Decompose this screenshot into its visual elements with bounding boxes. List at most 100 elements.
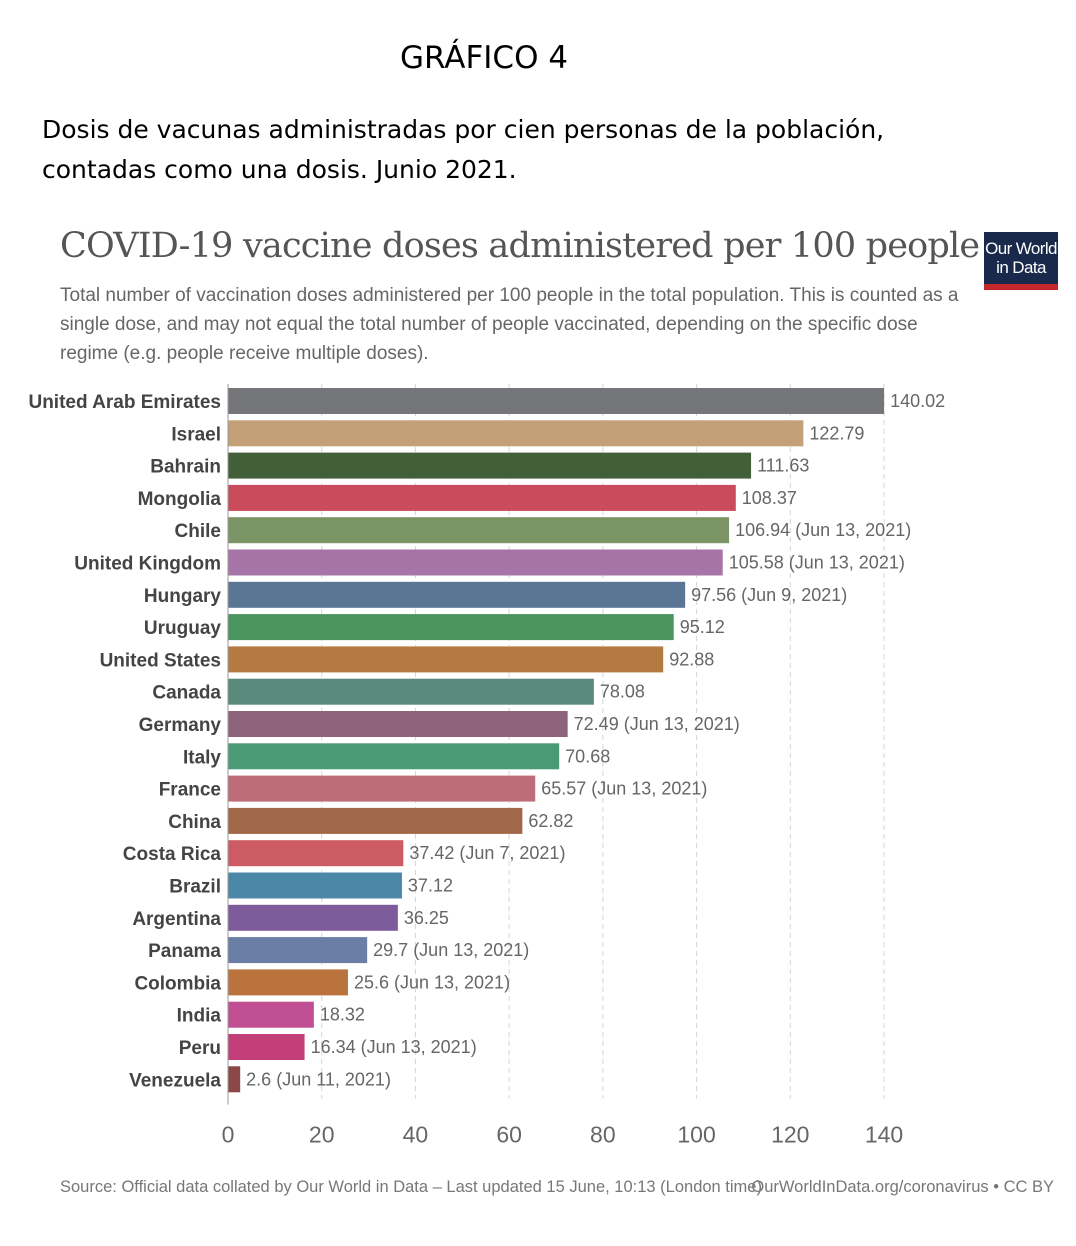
owid-logo[interactable]: Our World in Data <box>984 232 1058 290</box>
bar-row[interactable]: Canada 78.08 <box>152 678 645 705</box>
data-label: 78.08 <box>600 682 645 702</box>
bar-row[interactable]: France 65.57 (Jun 13, 2021) <box>159 775 708 802</box>
bar[interactable] <box>228 872 402 899</box>
bar[interactable] <box>228 904 398 931</box>
bar-row[interactable]: Uruguay 95.12 <box>144 614 725 641</box>
chart-subtitle: Total number of vaccination doses admini… <box>60 285 959 364</box>
bar-row[interactable]: Brazil 37.12 <box>169 872 453 899</box>
data-label: 62.82 <box>528 811 573 831</box>
data-label: 16.34 (Jun 13, 2021) <box>311 1037 477 1057</box>
data-label: 29.7 (Jun 13, 2021) <box>373 940 529 960</box>
bar[interactable] <box>228 646 664 673</box>
x-tick-label: 20 <box>309 1122 335 1148</box>
x-tick-label: 60 <box>496 1122 522 1148</box>
bar[interactable] <box>228 678 594 705</box>
bar-row[interactable]: India 18.32 <box>177 1001 365 1028</box>
description-line-1: Dosis de vacunas administradas por cien … <box>42 115 885 144</box>
category-label: Panama <box>148 941 221 962</box>
bar-row[interactable]: United Kingdom 105.58 (Jun 13, 2021) <box>74 549 905 576</box>
bar[interactable] <box>228 711 568 737</box>
data-label: 70.68 <box>565 746 610 766</box>
bar-row[interactable]: Italy 70.68 <box>183 743 610 770</box>
category-label: Argentina <box>132 909 221 930</box>
bar[interactable] <box>228 743 560 770</box>
bar-row[interactable]: Germany 72.49 (Jun 13, 2021) <box>139 711 740 737</box>
bar-row[interactable]: United States 92.88 <box>100 646 715 673</box>
bar[interactable] <box>228 484 736 511</box>
data-label: 122.79 <box>809 423 864 443</box>
data-label: 92.88 <box>669 649 714 669</box>
data-label: 97.56 (Jun 9, 2021) <box>691 585 847 605</box>
bar[interactable] <box>228 1001 314 1028</box>
page-title: GRÁFICO 4 <box>399 40 569 76</box>
data-label: 72.49 (Jun 13, 2021) <box>574 714 740 734</box>
bar[interactable] <box>228 388 885 414</box>
source-note: Source: Official data collated by Our Wo… <box>60 1178 762 1196</box>
bar[interactable] <box>228 807 523 834</box>
bar[interactable] <box>228 937 368 964</box>
category-label: United States <box>100 650 221 671</box>
bar-row[interactable]: Costa Rica 37.42 (Jun 7, 2021) <box>123 840 566 867</box>
category-label: China <box>168 812 221 833</box>
category-label: Canada <box>152 683 221 704</box>
bar[interactable] <box>228 614 674 641</box>
logo-line-1: Our World <box>985 239 1057 258</box>
category-label: Uruguay <box>144 618 222 639</box>
data-label: 95.12 <box>680 617 725 637</box>
description-line-2: contadas como una dosis. Junio 2021. <box>42 155 517 184</box>
data-label: 25.6 (Jun 13, 2021) <box>354 972 510 992</box>
bar-row[interactable]: Israel 122.79 <box>171 420 864 447</box>
bar-row[interactable]: Venezuela 2.6 (Jun 11, 2021) <box>129 1066 391 1093</box>
category-label: Chile <box>175 521 221 542</box>
bar[interactable] <box>228 1034 305 1060</box>
bar[interactable] <box>228 581 686 608</box>
category-label: Hungary <box>144 586 222 607</box>
category-label: India <box>177 1006 222 1027</box>
bar-row[interactable]: Bahrain 111.63 <box>150 452 809 479</box>
data-label: 108.37 <box>742 488 797 508</box>
category-label: Venezuela <box>129 1070 221 1091</box>
bar[interactable] <box>228 517 730 544</box>
category-label: Israel <box>171 424 221 445</box>
bar-row[interactable]: United Arab Emirates 140.02 <box>28 388 945 414</box>
bar-row[interactable]: Hungary 97.56 (Jun 9, 2021) <box>144 581 847 608</box>
bar[interactable] <box>228 549 723 576</box>
bar-row[interactable]: Mongolia 108.37 <box>138 484 797 511</box>
category-label: Italy <box>183 747 221 768</box>
data-label: 111.63 <box>757 456 809 476</box>
license-link[interactable]: OurWorldInData.org/coronavirus • CC BY <box>751 1178 1054 1196</box>
category-label: United Arab Emirates <box>28 392 221 413</box>
category-label: Peru <box>179 1038 221 1059</box>
bar[interactable] <box>228 840 404 867</box>
bar[interactable] <box>228 452 752 479</box>
data-label: 37.42 (Jun 7, 2021) <box>409 843 565 863</box>
category-label: Brazil <box>169 877 221 898</box>
bar[interactable] <box>228 420 804 447</box>
category-label: Costa Rica <box>123 844 222 865</box>
data-label: 65.57 (Jun 13, 2021) <box>541 779 707 799</box>
data-label: 140.02 <box>890 391 945 411</box>
bar-row[interactable]: Colombia 25.6 (Jun 13, 2021) <box>134 969 510 996</box>
category-label: Bahrain <box>150 457 221 478</box>
data-label: 36.25 <box>404 908 449 928</box>
logo-line-2: in Data <box>996 258 1046 277</box>
bar-row[interactable]: Argentina 36.25 <box>132 904 449 931</box>
bar-row[interactable]: Panama 29.7 (Jun 13, 2021) <box>148 937 529 964</box>
bar[interactable] <box>228 969 348 996</box>
category-label: France <box>159 780 221 801</box>
chart-title: COVID-19 vaccine doses administered per … <box>60 226 980 266</box>
bar-row[interactable]: China 62.82 <box>168 807 573 834</box>
bar-row[interactable]: Chile 106.94 (Jun 13, 2021) <box>175 517 912 544</box>
x-tick-label: 0 <box>222 1122 235 1148</box>
data-label: 18.32 <box>320 1005 365 1025</box>
bar-row[interactable]: Peru 16.34 (Jun 13, 2021) <box>179 1034 477 1060</box>
bar[interactable] <box>228 775 536 802</box>
page-description: Dosis de vacunas administradas por cien … <box>42 110 1042 190</box>
category-label: Mongolia <box>138 489 222 510</box>
category-label: Germany <box>139 715 222 736</box>
bar[interactable] <box>228 1066 241 1093</box>
x-tick-label: 80 <box>590 1122 616 1148</box>
x-tick-label: 120 <box>771 1122 809 1148</box>
